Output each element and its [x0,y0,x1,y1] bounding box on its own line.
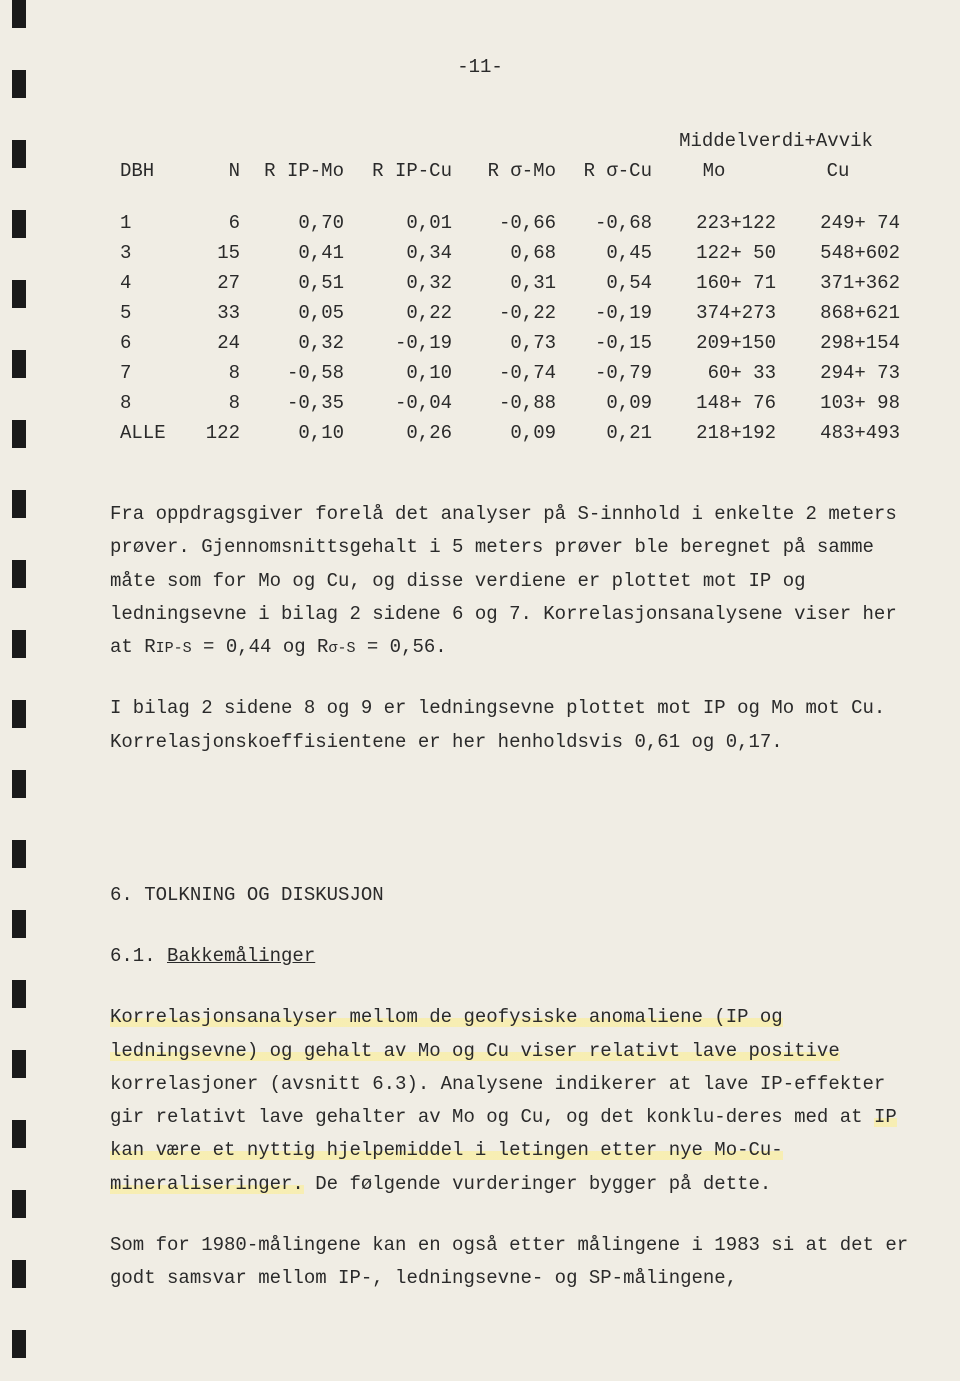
table-header-row: DBH N R IP-Mo R IP-Cu R σ-Mo R σ-Cu Mo C… [110,156,900,186]
table-row: ALLE1220,100,260,090,21218+192483+493 [110,418,900,448]
col-r-sigma-cu: R σ-Cu [556,156,652,186]
paragraph-1: Fra oppdragsgiver forelå det analyser på… [110,498,920,664]
table-row: 6240,32-0,190,73-0,15209+150298+154 [110,328,900,358]
subsection-heading: 6.1. Bakkemålinger [110,940,920,973]
group-header: Middelverdi+Avvik [652,126,900,156]
page-content: Middelverdi+Avvik DBH N R IP-Mo R IP-Cu … [110,126,920,1295]
table-row: 78-0,580,10-0,74-0,7960+ 33294+ 73 [110,358,900,388]
paragraph-3: Korrelasjonsanalyser mellom de geofysisk… [110,1001,920,1201]
data-table: Middelverdi+Avvik DBH N R IP-Mo R IP-Cu … [110,126,920,448]
col-r-ip-cu: R IP-Cu [344,156,452,186]
col-r-sigma-mo: R σ-Mo [452,156,556,186]
col-cu: Cu [776,156,900,186]
col-mo: Mo [652,156,776,186]
paragraph-2: I bilag 2 sidene 8 og 9 er ledningsevne … [110,692,920,759]
page-number: -11- [457,56,503,78]
table-row: 88-0,35-0,04-0,880,09148+ 76103+ 98 [110,388,900,418]
table-row: 3150,410,340,680,45122+ 50548+602 [110,238,900,268]
binding-holes [12,0,26,1381]
section-heading: 6. TOLKNING OG DISKUSJON [110,879,920,912]
col-n: N [188,156,240,186]
table-row: 5330,050,22-0,22-0,19374+273868+621 [110,298,900,328]
table-row: 4270,510,320,310,54160+ 71371+362 [110,268,900,298]
paragraph-4: Som for 1980-målingene kan en også etter… [110,1229,920,1296]
col-r-ip-mo: R IP-Mo [240,156,344,186]
table-row: 160,700,01-0,66-0,68223+122249+ 74 [110,208,900,238]
col-dbh: DBH [110,156,188,186]
